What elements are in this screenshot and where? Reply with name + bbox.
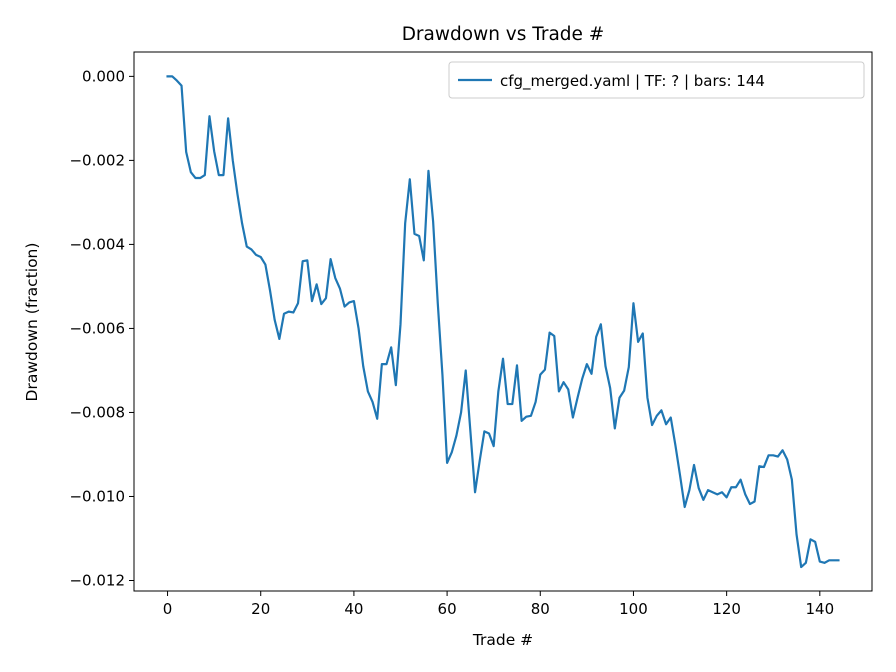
chart-title: Drawdown vs Trade # — [402, 24, 605, 45]
x-tick-label: 20 — [251, 600, 270, 618]
x-tick-label: 100 — [619, 600, 648, 618]
plot-area — [166, 75, 840, 569]
x-tick-label: 0 — [163, 600, 173, 618]
x-tick-label: 40 — [344, 600, 363, 618]
x-tick-label: 140 — [805, 600, 834, 618]
legend-label: cfg_merged.yaml | TF: ? | bars: 144 — [500, 72, 765, 91]
x-tick-label: 120 — [712, 600, 741, 618]
legend: cfg_merged.yaml | TF: ? | bars: 144 — [448, 61, 865, 99]
y-tick-label: −0.010 — [69, 487, 125, 505]
axis-ticks: 0 20 40 60 80 100 120 140 0.000 −0.002 −0.004 −0.00… — [69, 67, 834, 618]
y-axis-title: Drawdown (fraction) — [23, 243, 41, 402]
legend-box — [448, 61, 865, 99]
x-axis-title: Trade # — [472, 631, 533, 649]
y-tick-label: 0.000 — [82, 67, 125, 85]
x-tick-label: 60 — [438, 600, 457, 618]
y-tick-label: −0.002 — [69, 151, 125, 169]
y-tick-label: −0.006 — [69, 319, 125, 337]
series-line — [166, 75, 840, 569]
y-tick-label: −0.012 — [69, 571, 125, 589]
axes-frame — [133, 51, 873, 592]
y-tick-label: −0.004 — [69, 235, 125, 253]
x-tick-label: 80 — [531, 600, 550, 618]
y-tick-label: −0.008 — [69, 403, 125, 421]
